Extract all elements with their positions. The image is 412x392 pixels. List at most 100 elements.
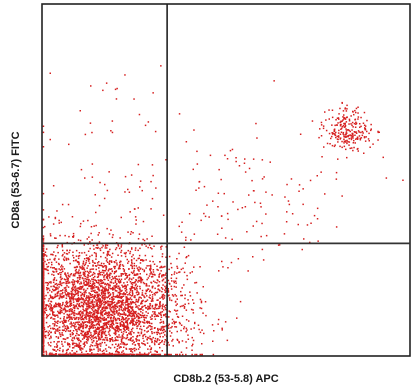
data-point [181, 287, 183, 289]
data-point [164, 281, 166, 284]
data-point [101, 279, 103, 282]
data-point [80, 296, 83, 299]
data-point [75, 318, 77, 320]
data-point [123, 324, 125, 327]
data-point [78, 263, 80, 266]
data-point [72, 254, 74, 257]
data-point [71, 333, 74, 336]
data-point [69, 297, 71, 299]
data-point [97, 304, 99, 306]
data-point [133, 98, 135, 100]
data-point [64, 308, 66, 311]
data-point [91, 349, 93, 351]
data-point [77, 294, 79, 297]
data-point [82, 298, 84, 301]
data-point [75, 268, 77, 271]
data-point [100, 314, 102, 316]
data-point [130, 321, 132, 324]
data-point [75, 329, 77, 331]
data-point [121, 300, 123, 302]
data-point [150, 281, 152, 284]
data-point [355, 122, 358, 125]
data-point [106, 258, 108, 260]
data-point [78, 321, 81, 323]
data-point [103, 197, 106, 200]
data-point [141, 314, 143, 317]
data-point [58, 305, 60, 308]
data-point [45, 248, 48, 250]
data-point [73, 266, 76, 269]
data-point [180, 351, 183, 353]
data-point [356, 137, 358, 140]
data-point [105, 260, 108, 262]
data-point [50, 261, 53, 264]
data-points [42, 65, 404, 356]
data-point [97, 348, 100, 350]
data-point [254, 201, 256, 204]
data-point [194, 282, 196, 284]
data-point [141, 244, 143, 246]
data-point [129, 337, 132, 340]
data-point [42, 278, 45, 281]
data-point [92, 296, 94, 298]
data-point [137, 163, 140, 166]
data-point [362, 132, 364, 134]
data-point [77, 287, 80, 289]
data-point [130, 295, 133, 297]
data-point [165, 272, 167, 274]
data-point [131, 286, 133, 288]
data-point [265, 213, 267, 215]
data-point [115, 327, 117, 329]
data-point [92, 268, 95, 270]
data-point [74, 323, 76, 325]
data-point [130, 350, 132, 352]
data-point [55, 303, 58, 306]
data-point [68, 281, 71, 283]
data-point [135, 283, 137, 285]
data-point [124, 306, 126, 308]
data-point [93, 312, 96, 314]
data-point [175, 310, 177, 312]
data-point [99, 345, 102, 347]
data-point [52, 270, 54, 273]
data-point [138, 313, 140, 315]
data-point [335, 131, 337, 134]
data-point [105, 311, 107, 314]
data-point [345, 121, 348, 123]
data-point [121, 293, 124, 295]
data-point [287, 200, 290, 202]
data-point [331, 124, 333, 126]
data-point [111, 296, 113, 298]
data-point [89, 268, 92, 271]
data-point [185, 239, 187, 241]
data-point [98, 297, 100, 299]
data-point [128, 306, 130, 308]
data-point [265, 191, 267, 193]
data-point [112, 294, 115, 296]
data-point [117, 317, 119, 320]
data-point [159, 303, 161, 305]
data-point [328, 109, 330, 111]
data-point [159, 333, 161, 335]
data-point [343, 114, 345, 116]
data-point [85, 313, 88, 316]
data-point [101, 335, 103, 337]
data-point [131, 293, 134, 295]
data-point [72, 286, 74, 289]
data-point [199, 307, 201, 309]
data-point [116, 353, 118, 356]
data-point [49, 303, 51, 305]
data-point [52, 223, 55, 225]
data-point [74, 306, 76, 309]
data-point [69, 301, 71, 303]
data-point [80, 274, 82, 277]
data-point [298, 184, 301, 186]
data-point [116, 290, 118, 292]
data-point [76, 292, 79, 294]
data-point [183, 327, 185, 330]
data-point [172, 345, 174, 347]
data-point [135, 322, 137, 324]
data-point [75, 313, 78, 315]
data-point [68, 276, 71, 278]
